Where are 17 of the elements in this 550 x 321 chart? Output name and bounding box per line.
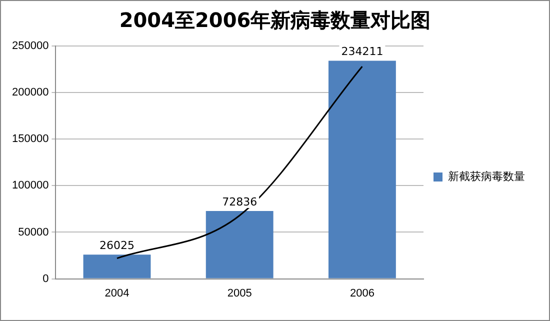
bar <box>206 210 274 278</box>
bar <box>83 254 151 278</box>
x-tick-label: 2005 <box>227 287 252 300</box>
y-tick-label: 50000 <box>18 226 49 238</box>
data-label: 72836 <box>222 195 258 208</box>
bar <box>328 60 396 278</box>
y-tick-label: 100000 <box>12 180 49 192</box>
data-label: 234211 <box>341 45 384 58</box>
y-tick-label: 200000 <box>12 86 49 99</box>
legend-label: 新截获病毒数量 <box>448 170 525 183</box>
y-tick-label: 250000 <box>12 40 49 52</box>
x-tick-label: 2004 <box>104 287 130 300</box>
y-tick-label: 150000 <box>12 133 49 146</box>
y-tick-label: 0 <box>42 272 49 285</box>
data-label: 26025 <box>100 238 135 252</box>
chart-title: 2004至2006年新病毒数量对比图 <box>118 7 432 34</box>
x-tick-label: 2006 <box>350 287 374 300</box>
